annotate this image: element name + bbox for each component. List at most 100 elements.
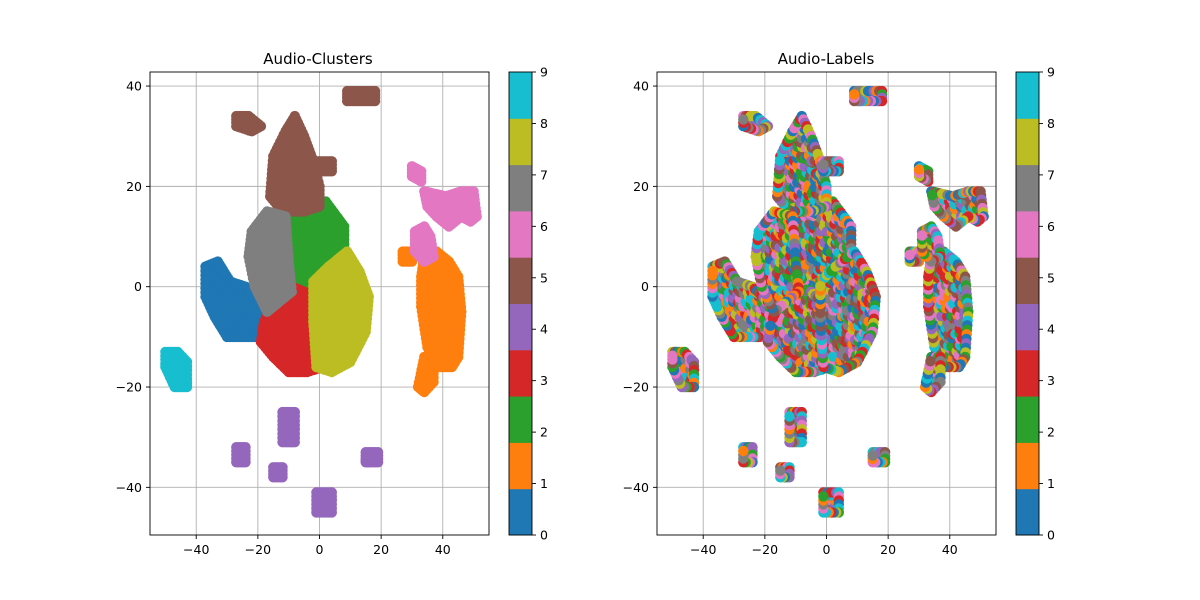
colorbar-segment: [1016, 210, 1039, 258]
colorbar-segment: [509, 488, 532, 536]
scatter-point: [311, 159, 322, 170]
colorbar-tick-label: 0: [1047, 528, 1055, 543]
x-tick-label: 40: [942, 542, 958, 557]
scatter-point: [753, 230, 764, 241]
colorbar-segment: [509, 442, 532, 490]
scatter-point: [311, 491, 322, 502]
colorbar-tick-label: 8: [1047, 116, 1055, 131]
colorbar-tick-label: 8: [540, 116, 548, 131]
colorbar-segment: [1016, 442, 1039, 490]
colorbar-segment: [509, 303, 532, 351]
scatter-point: [406, 164, 418, 175]
scatter-point: [667, 350, 678, 361]
colorbar-tick-label: 5: [1047, 270, 1055, 285]
colorbar-segment: [509, 164, 532, 212]
colorbar-tick-label: 5: [540, 270, 548, 285]
scatter-point: [246, 230, 257, 241]
y-axis: −40 −20 0 20 40: [623, 79, 657, 495]
scatter-point: [419, 189, 431, 201]
colorbar-tick-label: 0: [540, 528, 548, 543]
scatter-point: [784, 411, 795, 422]
scatter-point: [308, 280, 319, 292]
scatter-point: [926, 189, 938, 201]
colorbar-segment: [1016, 164, 1039, 212]
scatter-point: [360, 450, 371, 461]
chart-audio-clusters: Audio-Clusters −40 −20 0 20 40−40−2002040012…: [116, 50, 548, 557]
y-tick-label: 0: [641, 279, 649, 294]
scatter-point: [258, 320, 269, 331]
chart-audio-labels: Audio-Labels −40 −20 0 20 40−40−200204001234…: [623, 50, 1055, 557]
scatter-point: [160, 350, 171, 361]
y-tick-label: −40: [623, 480, 649, 495]
colorbar-segment: [509, 72, 532, 119]
scatter-point: [231, 445, 242, 457]
scatter-point: [775, 465, 786, 476]
colorbar-tick-label: 2: [540, 425, 548, 440]
colorbar-frame: [1015, 71, 1040, 536]
colorbar-tick-label: 3: [1047, 373, 1055, 388]
scatter-point: [818, 159, 829, 170]
scatter-point: [268, 465, 279, 476]
y-tick-label: 0: [134, 279, 142, 294]
y-tick-label: −20: [623, 380, 649, 395]
colorbar-segment: [509, 396, 532, 443]
scatter-point: [738, 114, 749, 125]
scatter-point: [774, 155, 786, 166]
y-tick-label: 40: [126, 79, 142, 94]
y-tick-label: 20: [126, 179, 142, 194]
colorbar-tick-label: 6: [540, 219, 548, 234]
y-tick-label: 40: [633, 79, 649, 94]
scatter-point: [904, 249, 915, 261]
colorbar-tick-label: 9: [1047, 65, 1055, 80]
scatter-points: [667, 85, 989, 518]
scatter-point: [765, 320, 776, 331]
x-tick-label: 20: [373, 542, 389, 557]
scatter-point: [418, 356, 429, 367]
colorbar-tick-label: 1: [1047, 476, 1055, 491]
colorbar-segment: [509, 349, 532, 397]
colorbar-tick-label: 4: [1047, 322, 1055, 337]
scatter-point: [849, 89, 860, 100]
colorbar-segment: [1016, 257, 1039, 304]
x-tick-label: 0: [823, 542, 831, 557]
colorbar-segment: [509, 210, 532, 258]
scatter-point: [409, 230, 421, 241]
colorbar-segment: [509, 118, 532, 166]
scatter-point: [342, 89, 353, 100]
colorbar-tick-label: 1: [540, 476, 548, 491]
chart-title-audio-clusters: Audio-Clusters: [263, 50, 373, 68]
scatter-point: [397, 249, 408, 261]
colorbar-segment: [1016, 396, 1039, 443]
colorbar-segment: [1016, 118, 1039, 166]
x-axis: −40 −20 0 20 40: [690, 535, 958, 557]
colorbar-frame: [508, 71, 533, 536]
x-tick-label: 20: [880, 542, 896, 557]
y-axis: −40 −20 0 20 40: [116, 79, 150, 495]
chart-title-audio-labels: Audio-Labels: [778, 50, 875, 68]
y-tick-label: −20: [116, 380, 142, 395]
x-tick-label: 40: [435, 542, 451, 557]
colorbar-segment: [1016, 349, 1039, 397]
colorbar-segment: [509, 257, 532, 304]
colorbar-segment: [1016, 303, 1039, 351]
scatter-point: [913, 164, 925, 175]
scatter-point: [200, 265, 211, 277]
y-tick-label: 20: [633, 179, 649, 194]
scatter-point: [916, 230, 928, 241]
x-tick-label: 0: [316, 542, 324, 557]
x-tick-label: −40: [690, 542, 716, 557]
colorbar-tick-label: 7: [1047, 167, 1055, 182]
y-tick-label: −40: [116, 480, 142, 495]
colorbar-segment: [1016, 488, 1039, 536]
scatter-point: [815, 280, 826, 292]
x-tick-label: −20: [245, 542, 271, 557]
colorbar-tick-label: 6: [1047, 219, 1055, 234]
x-axis: −40 −20 0 20 40: [183, 535, 451, 557]
scatter-point: [231, 114, 242, 125]
colorbar-tick-label: 4: [540, 322, 548, 337]
scatter-point: [925, 356, 936, 367]
scatter-points: [160, 85, 482, 518]
